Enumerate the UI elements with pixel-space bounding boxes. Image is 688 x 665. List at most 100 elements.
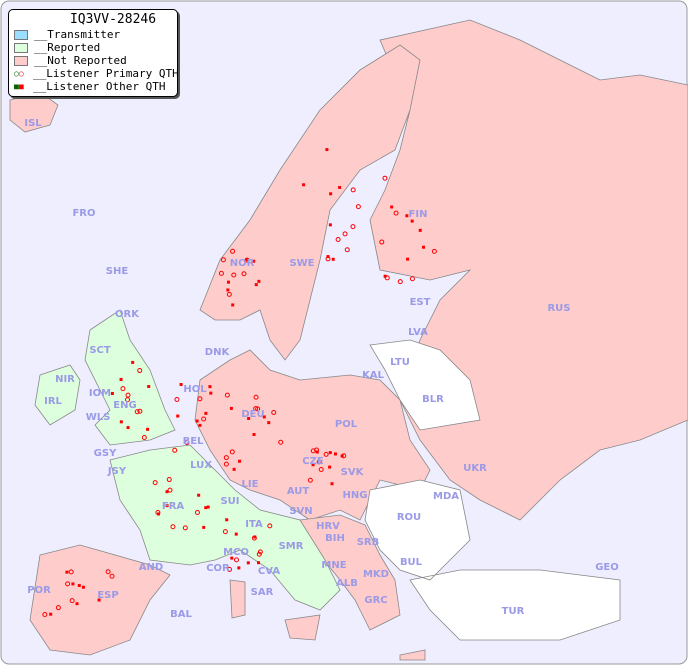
listener-primary-marker: [307, 477, 313, 483]
reported-swatch: [14, 42, 28, 53]
listener-primary-marker: [393, 210, 399, 216]
listener-other-marker: [328, 223, 332, 227]
region-scandinavia: [199, 44, 421, 361]
listener-primary-marker: [125, 397, 131, 403]
country-label-est: EST: [410, 297, 431, 308]
transmitter-swatch: [14, 29, 28, 40]
country-label-fin: FIN: [409, 209, 428, 220]
listener-primary-marker: [152, 480, 158, 486]
country-label-grc: GRC: [364, 595, 387, 606]
listener-other-marker: [49, 612, 53, 616]
listener-primary-marker: [69, 598, 75, 604]
country-label-bal: BAL: [170, 609, 192, 620]
country-label-bel: BEL: [183, 436, 204, 447]
legend-label: __Reported: [34, 41, 101, 54]
country-label-lux: LUX: [190, 460, 212, 471]
not-reported-swatch: [14, 55, 28, 66]
listener-primary-marker: [257, 549, 263, 555]
region-ireland: [34, 364, 81, 426]
listener-other-marker: [410, 219, 414, 223]
listener-primary-marker: [197, 396, 203, 402]
legend: IQ3VV-28246 __Transmitter __Reported __N…: [8, 9, 179, 97]
country-label-fra: FRA: [162, 501, 185, 512]
listener-other-marker: [257, 279, 261, 283]
listener-primary-marker: [201, 416, 207, 422]
country-label-sar: SAR: [251, 587, 274, 598]
listener-other-marker: [204, 506, 208, 510]
listener-other-marker: [65, 570, 69, 574]
country-label-geo: GEO: [595, 562, 619, 573]
listener-primary-marker: [318, 467, 324, 473]
listener-primary-marker: [194, 509, 200, 515]
listener-other-marker: [338, 185, 342, 189]
country-label-sct: SCT: [89, 345, 111, 356]
listener-other-marker: [418, 228, 422, 232]
listener-other-marker: [406, 257, 410, 261]
listener-primary-marker: [379, 239, 385, 245]
country-label-rus: RUS: [547, 303, 570, 314]
listener-other-marker: [232, 467, 236, 471]
listener-other-marker: [97, 598, 101, 602]
listener-other-marker: [253, 535, 257, 539]
listener-primary-marker: [222, 529, 228, 535]
country-label-lva: LVA: [408, 327, 428, 338]
listener-other-marker: [126, 426, 130, 430]
listener-primary-marker: [223, 461, 229, 467]
listener-primary-marker: [229, 449, 235, 455]
listener-primary-marker: [137, 408, 143, 414]
listener-other-marker: [238, 459, 242, 463]
listener-primary-marker: [55, 605, 61, 611]
listener-primary-marker: [109, 573, 115, 579]
country-label-isl: ISL: [24, 118, 42, 129]
listener-primary-marker: [384, 275, 390, 281]
listener-other-marker: [328, 465, 332, 469]
listener-other-marker: [229, 406, 233, 410]
listener-primary-marker: [314, 447, 320, 453]
listener-other-marker: [119, 420, 123, 424]
listener-other-marker: [202, 525, 206, 529]
region-baltics-balkans-white: [364, 339, 621, 641]
listener-other-marker: [234, 532, 238, 536]
listener-primary-marker: [244, 257, 250, 263]
listener-other-marker: [198, 423, 202, 427]
listener-other-marker: [237, 566, 241, 570]
listener-primary-marker: [170, 524, 176, 530]
legend-label: __Transmitter: [34, 28, 121, 41]
country-label-hng: HNG: [343, 490, 368, 501]
listener-primary-marker: [316, 459, 322, 465]
listener-other-marker: [329, 192, 333, 196]
listener-other-marker: [262, 415, 266, 419]
legend-item-other-qth: ■■ __Listener Other QTH: [14, 80, 177, 93]
country-label-aut: AUT: [287, 486, 310, 497]
country-label-pol: POL: [335, 419, 358, 430]
listener-primary-marker: [172, 447, 178, 453]
country-label-smr: SMR: [279, 541, 304, 552]
listener-primary-marker: [253, 406, 259, 412]
country-label-alb: ALB: [336, 578, 358, 589]
listener-primary-marker: [218, 270, 224, 276]
listener-primary-marker: [271, 409, 277, 415]
country-label-jsy: JSY: [107, 466, 127, 477]
listener-primary-marker: [344, 247, 350, 253]
listener-other-marker: [81, 585, 85, 589]
listener-other-marker: [246, 561, 250, 565]
listener-other-marker: [195, 419, 199, 423]
listener-other-marker: [179, 383, 183, 387]
listener-other-marker: [226, 288, 230, 292]
listener-other-marker: [71, 582, 75, 586]
listener-other-marker: [267, 421, 271, 425]
country-label-rou: ROU: [397, 512, 421, 523]
legend-label: __Listener Other QTH: [33, 80, 166, 93]
country-label-bih: BIH: [325, 533, 345, 544]
listener-other-marker: [333, 452, 337, 456]
country-label-por: POR: [27, 585, 51, 596]
listener-other-marker: [252, 433, 256, 437]
country-label-fro: FRO: [72, 208, 95, 219]
listener-primary-marker: [137, 368, 143, 374]
listener-primary-marker: [167, 487, 173, 493]
listener-other-marker: [147, 384, 151, 388]
listener-primary-marker: [256, 551, 262, 557]
listener-primary-marker: [325, 256, 331, 262]
listener-other-marker: [331, 257, 335, 261]
